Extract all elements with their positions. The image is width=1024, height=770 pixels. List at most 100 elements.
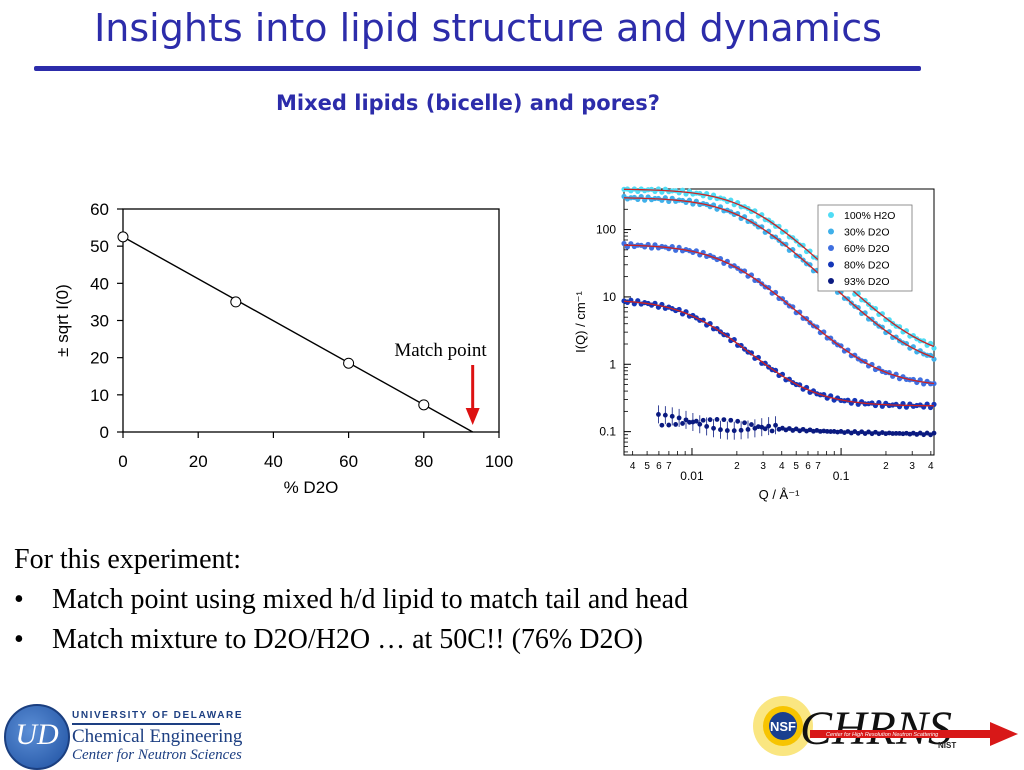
ud-center: Center for Neutron Sciences <box>72 747 242 763</box>
series-point <box>724 332 730 338</box>
x-minor-tick-label: 7 <box>815 461 821 472</box>
y-tick-label: 0.1 <box>599 425 616 439</box>
series-group <box>621 297 937 411</box>
y-tick-label: 30 <box>90 312 109 331</box>
y-tick-label: 40 <box>90 274 109 293</box>
legend-marker <box>828 245 834 251</box>
slide-subtitle: Mixed lipids (bicelle) and pores? <box>276 91 660 115</box>
y-tick-label: 10 <box>90 386 109 405</box>
y-tick-label: 100 <box>596 223 616 237</box>
match-point-arrow-head <box>465 408 480 425</box>
series-point <box>714 417 720 422</box>
series-point <box>828 429 834 434</box>
slide-title: Insights into lipid structure and dynami… <box>94 6 882 50</box>
legend-label: 93% D2O <box>844 276 890 288</box>
series-point <box>735 418 741 424</box>
series-group <box>656 405 937 440</box>
x-minor-tick-label: 2 <box>734 461 740 472</box>
chrns-arrow-icon <box>810 722 1018 746</box>
x-tick-label: 80 <box>414 452 433 471</box>
fit-curve <box>623 300 935 407</box>
y-tick-label: 50 <box>90 237 109 256</box>
series-point <box>704 424 710 429</box>
series-point <box>697 421 703 427</box>
legend-label: 60% D2O <box>844 243 890 255</box>
ud-seal-icon: UD <box>4 704 70 770</box>
match-point-label: Match point <box>394 340 487 361</box>
series-point <box>745 427 751 432</box>
series-point <box>659 422 665 428</box>
title-underline <box>34 66 921 71</box>
series-point <box>773 422 778 428</box>
legend-label: 80% D2O <box>844 260 890 272</box>
series-point <box>766 423 772 429</box>
series-point <box>872 306 879 312</box>
series-point <box>814 324 820 330</box>
university-of-delaware-logo: UD UNIVERSITY OF DELAWARE Chemical Engin… <box>4 704 266 770</box>
x-minor-tick-label: 3 <box>760 461 766 472</box>
x-minor-tick-label: 2 <box>883 461 889 472</box>
x-tick-label: 0 <box>118 452 127 471</box>
data-point <box>117 231 129 243</box>
legend-marker <box>828 212 834 218</box>
x-major-tick-label: 0.1 <box>833 469 850 483</box>
series-point <box>890 431 896 436</box>
series-point <box>790 304 796 310</box>
y-tick-label: 1 <box>609 357 616 371</box>
series-point <box>680 421 685 426</box>
series-point <box>728 417 734 423</box>
y-tick-label: 60 <box>90 200 109 219</box>
fit-curve <box>623 244 935 385</box>
ud-seal-letters: UD <box>15 718 59 751</box>
x-axis-label: Q / Å⁻¹ <box>759 487 800 502</box>
chrns-wordmark: CHRNS <box>800 702 952 755</box>
bullet-1: Match point using mixed h/d lipid to mat… <box>14 580 688 620</box>
sunburst-icon <box>753 696 813 756</box>
series-point <box>762 426 768 432</box>
chrns-tagline: Center for High Resolution Neutron Scatt… <box>826 732 939 738</box>
series-point <box>731 428 737 434</box>
x-minor-tick-label: 4 <box>630 461 636 472</box>
x-minor-tick-label: 4 <box>928 461 934 472</box>
body-text: For this experiment: Match point using m… <box>14 540 688 660</box>
series-point <box>931 380 937 387</box>
series-point <box>931 356 937 362</box>
y-axis-label: ± sqrt I(0) <box>53 284 72 357</box>
series-point <box>749 422 754 427</box>
series-point <box>738 427 744 433</box>
y-tick-label: 0 <box>100 423 109 442</box>
x-tick-label: 100 <box>485 452 513 471</box>
series-point <box>766 284 772 291</box>
ud-university-name: UNIVERSITY OF DELAWARE <box>72 710 244 721</box>
series-point <box>769 428 775 434</box>
series-point <box>683 417 689 423</box>
series-point <box>669 413 675 419</box>
series-group <box>621 186 937 351</box>
chart2-frame <box>623 188 935 456</box>
series-point <box>666 422 672 428</box>
series-point <box>718 427 723 433</box>
body-lead: For this experiment: <box>14 544 242 575</box>
series-point <box>742 420 747 426</box>
fit-line <box>122 236 474 433</box>
y-tick-label: 10 <box>603 290 617 304</box>
series-point <box>721 417 727 423</box>
series-point <box>656 412 661 417</box>
chrns-nsf: NSF <box>770 719 796 734</box>
series-point <box>783 241 789 247</box>
series-point <box>824 429 830 434</box>
x-minor-tick-label: 4 <box>779 461 785 472</box>
series-point <box>741 268 748 274</box>
chrns-logo: NSF CHRNS Center for High Resolution Neu… <box>753 696 1018 756</box>
y-tick-label: 20 <box>90 349 109 368</box>
x-minor-tick-label: 6 <box>656 461 662 472</box>
ud-department: Chemical Engineering <box>72 726 243 747</box>
series-point <box>687 419 692 425</box>
bullet-2: Match mixture to D2O/H2O … at 50C!! (76%… <box>14 620 688 660</box>
series-point <box>931 430 937 436</box>
series-point <box>673 422 679 427</box>
x-minor-tick-label: 5 <box>644 461 650 472</box>
series-group <box>621 240 937 387</box>
